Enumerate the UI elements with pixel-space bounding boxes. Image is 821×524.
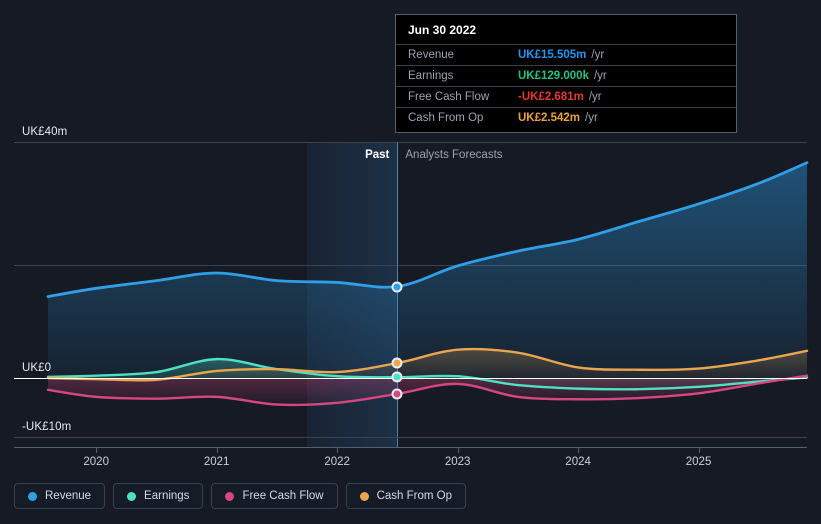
gridline-neg10m: [14, 437, 807, 438]
line-cash-from-op: [46, 347, 809, 382]
legend-color-dot: [28, 491, 37, 501]
forecast-divider: [397, 142, 399, 447]
tooltip-row-label: Earnings: [408, 70, 454, 82]
x-tick-label: 2025: [685, 456, 712, 468]
legend-color-dot: [359, 491, 369, 501]
gridline-40m: [14, 142, 807, 143]
past-label: Past: [365, 149, 390, 161]
area-revenue: [48, 162, 807, 378]
legend-item-free-cash-flow[interactable]: Free Cash Flow: [211, 483, 338, 509]
chart-tooltip: Jun 30 2022 Revenue UK£15.505m/yr Earnings…: [395, 14, 737, 133]
x-tick-mark: [216, 447, 218, 453]
line-revenue: [46, 161, 809, 298]
x-tick-mark: [698, 447, 700, 453]
zero-line: [14, 378, 807, 379]
marker-free-cash-flow[interactable]: [391, 388, 403, 400]
legend-item-label: Free Cash Flow: [242, 490, 324, 502]
highlight-band: [307, 142, 398, 447]
legend-item-earnings[interactable]: Earnings: [113, 483, 204, 509]
line-earnings: [46, 357, 809, 391]
tooltip-date: Jun 30 2022: [408, 23, 477, 37]
area-cash-from-op: [48, 348, 807, 381]
analysts-forecasts-label: Analysts Forecasts: [405, 149, 503, 161]
tooltip-row: Revenue UK£15.505m/yr: [396, 44, 736, 65]
x-tick-label: 2024: [565, 456, 591, 468]
line-free-cash-flow: [46, 374, 809, 407]
marker-earnings[interactable]: [391, 371, 403, 383]
tooltip-row-unit: /yr: [591, 49, 605, 61]
tooltip-row-value: UK£15.505m: [518, 49, 587, 61]
x-axis-line: [14, 447, 807, 448]
legend-item-label: Revenue: [45, 490, 92, 502]
tooltip-row-unit: /yr: [585, 112, 598, 124]
tooltip-row-label: Free Cash Flow: [408, 91, 490, 103]
marker-revenue[interactable]: [391, 281, 403, 293]
x-tick-label: 2023: [444, 456, 471, 468]
x-tick-mark: [96, 447, 98, 453]
x-tick-label: 2022: [324, 456, 350, 468]
area-free-cash-flow: [48, 375, 807, 405]
legend-item-label: Cash From Op: [376, 490, 453, 502]
legend-item-revenue[interactable]: Revenue: [14, 483, 106, 509]
x-tick-label: 2021: [203, 456, 230, 468]
tooltip-row: Cash From Op UK£2.542m/yr: [396, 107, 736, 128]
tooltip-row-value: UK£2.542m: [518, 112, 581, 124]
y-tick-label: -UK£10m: [22, 421, 72, 433]
x-tick-mark: [578, 447, 580, 453]
legend-item-cash-from-op[interactable]: Cash From Op: [345, 483, 467, 509]
gridline-mid: [14, 265, 807, 266]
tooltip-rows: Revenue UK£15.505m/yr Earnings UK£129.000k /…: [396, 44, 736, 128]
y-tick-label: UK£40m: [22, 126, 68, 138]
tooltip-row-unit: /yr: [588, 91, 602, 103]
legend-item-label: Earnings: [144, 490, 190, 502]
legend-color-dot: [127, 491, 137, 501]
x-tick-mark: [457, 447, 459, 453]
tooltip-row: Earnings UK£129.000k/yr: [396, 65, 736, 86]
tooltip-row-unit: /yr: [593, 70, 607, 82]
x-tick-label: 2020: [83, 456, 109, 468]
x-tick-mark: [337, 447, 339, 453]
chart-legend: Revenue Earnings Free Cash Flow Cash From O…: [14, 483, 467, 509]
tooltip-row-value: UK£129.000k: [518, 70, 589, 82]
area-earnings: [48, 359, 807, 390]
tooltip-row-label: Cash From Op: [408, 112, 484, 124]
y-tick-label: UK£0: [22, 362, 52, 374]
marker-cash-from-op[interactable]: [391, 357, 403, 369]
tooltip-row-value: -UK£2.681m: [518, 91, 584, 103]
tooltip-row-label: Revenue: [408, 49, 455, 61]
legend-color-dot: [225, 491, 235, 501]
tooltip-row: Free Cash Flow -UK£2.681m/yr: [396, 86, 736, 107]
